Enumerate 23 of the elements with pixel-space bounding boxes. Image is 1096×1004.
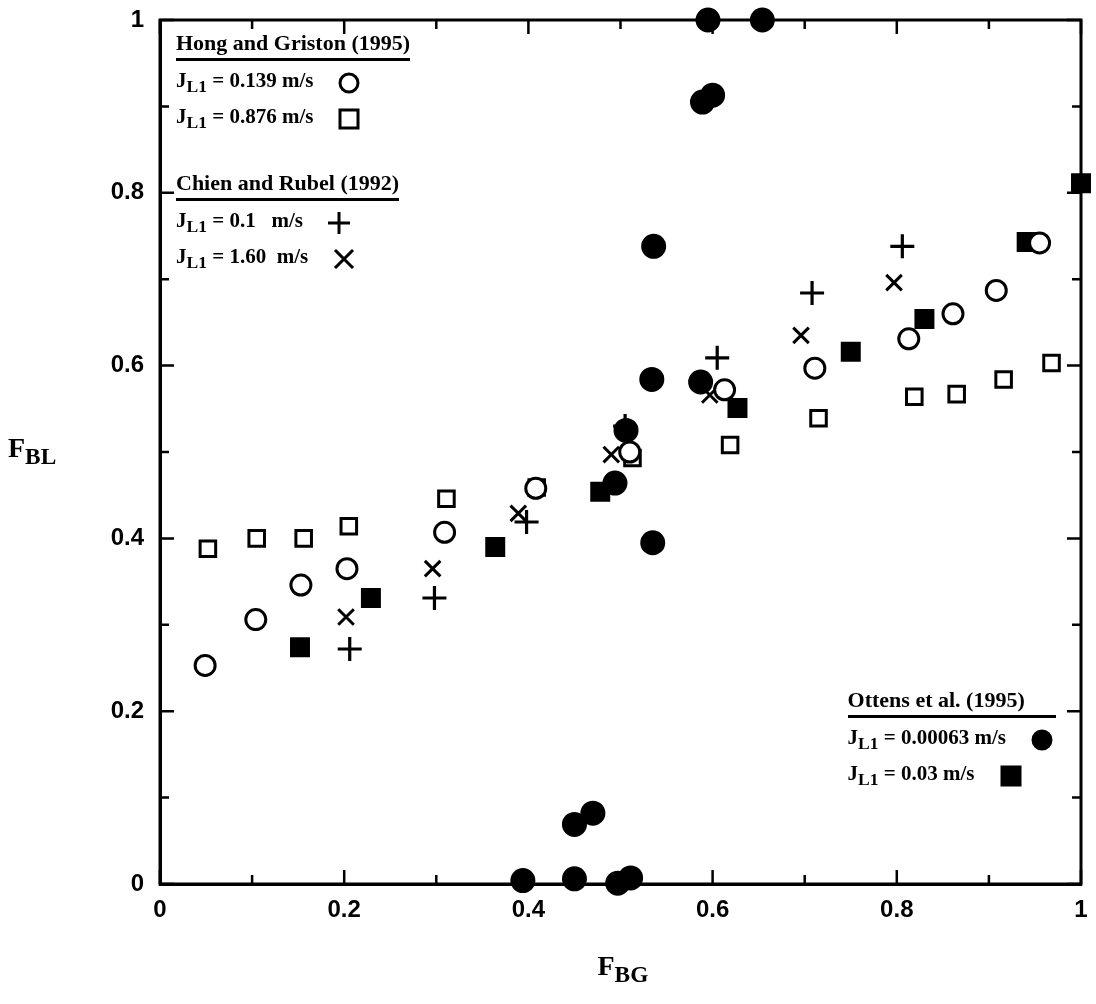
y-tick-label: 0.4 [110, 523, 145, 551]
annotation: Ottens et al. (1995) [847, 687, 1056, 718]
y-tick-label: 0.8 [110, 177, 144, 205]
legend-label: J$_{L1}$ = 1.60 m/s [176, 244, 309, 274]
x-tick-label: 0.2 [327, 894, 361, 922]
x-tick-label: 0 [153, 894, 167, 922]
x-tick-label: 1 [1074, 894, 1088, 922]
legend-label: J$_{L1}$ = 0.00063 m/s [847, 725, 1006, 755]
x-axis-title: F$_{BG}$ [597, 950, 649, 988]
x-tick-label: 0.4 [511, 894, 546, 922]
x-tick-label: 0.8 [880, 894, 914, 922]
legend-label: J$_{L1}$ = 0.03 m/s [847, 761, 975, 791]
y-tick-label: 0 [130, 868, 144, 896]
legend-label: J$_{L1}$ = 0.1 m/s [176, 208, 303, 238]
y-tick-label: 1 [130, 4, 144, 32]
y-axis-title: F$_{BL}$ [8, 432, 57, 470]
annotation: Hong and Griston (1995) [176, 30, 411, 61]
y-tick-label: 0.2 [110, 695, 144, 723]
legend-label: J$_{L1}$ = 0.139 m/s [176, 68, 314, 98]
y-tick-label: 0.6 [110, 350, 144, 378]
legend-label: J$_{L1}$ = 0.876 m/s [176, 104, 314, 134]
x-tick-label: 0.6 [695, 894, 730, 922]
annotation: Chien and Rubel (1992) [176, 170, 400, 201]
